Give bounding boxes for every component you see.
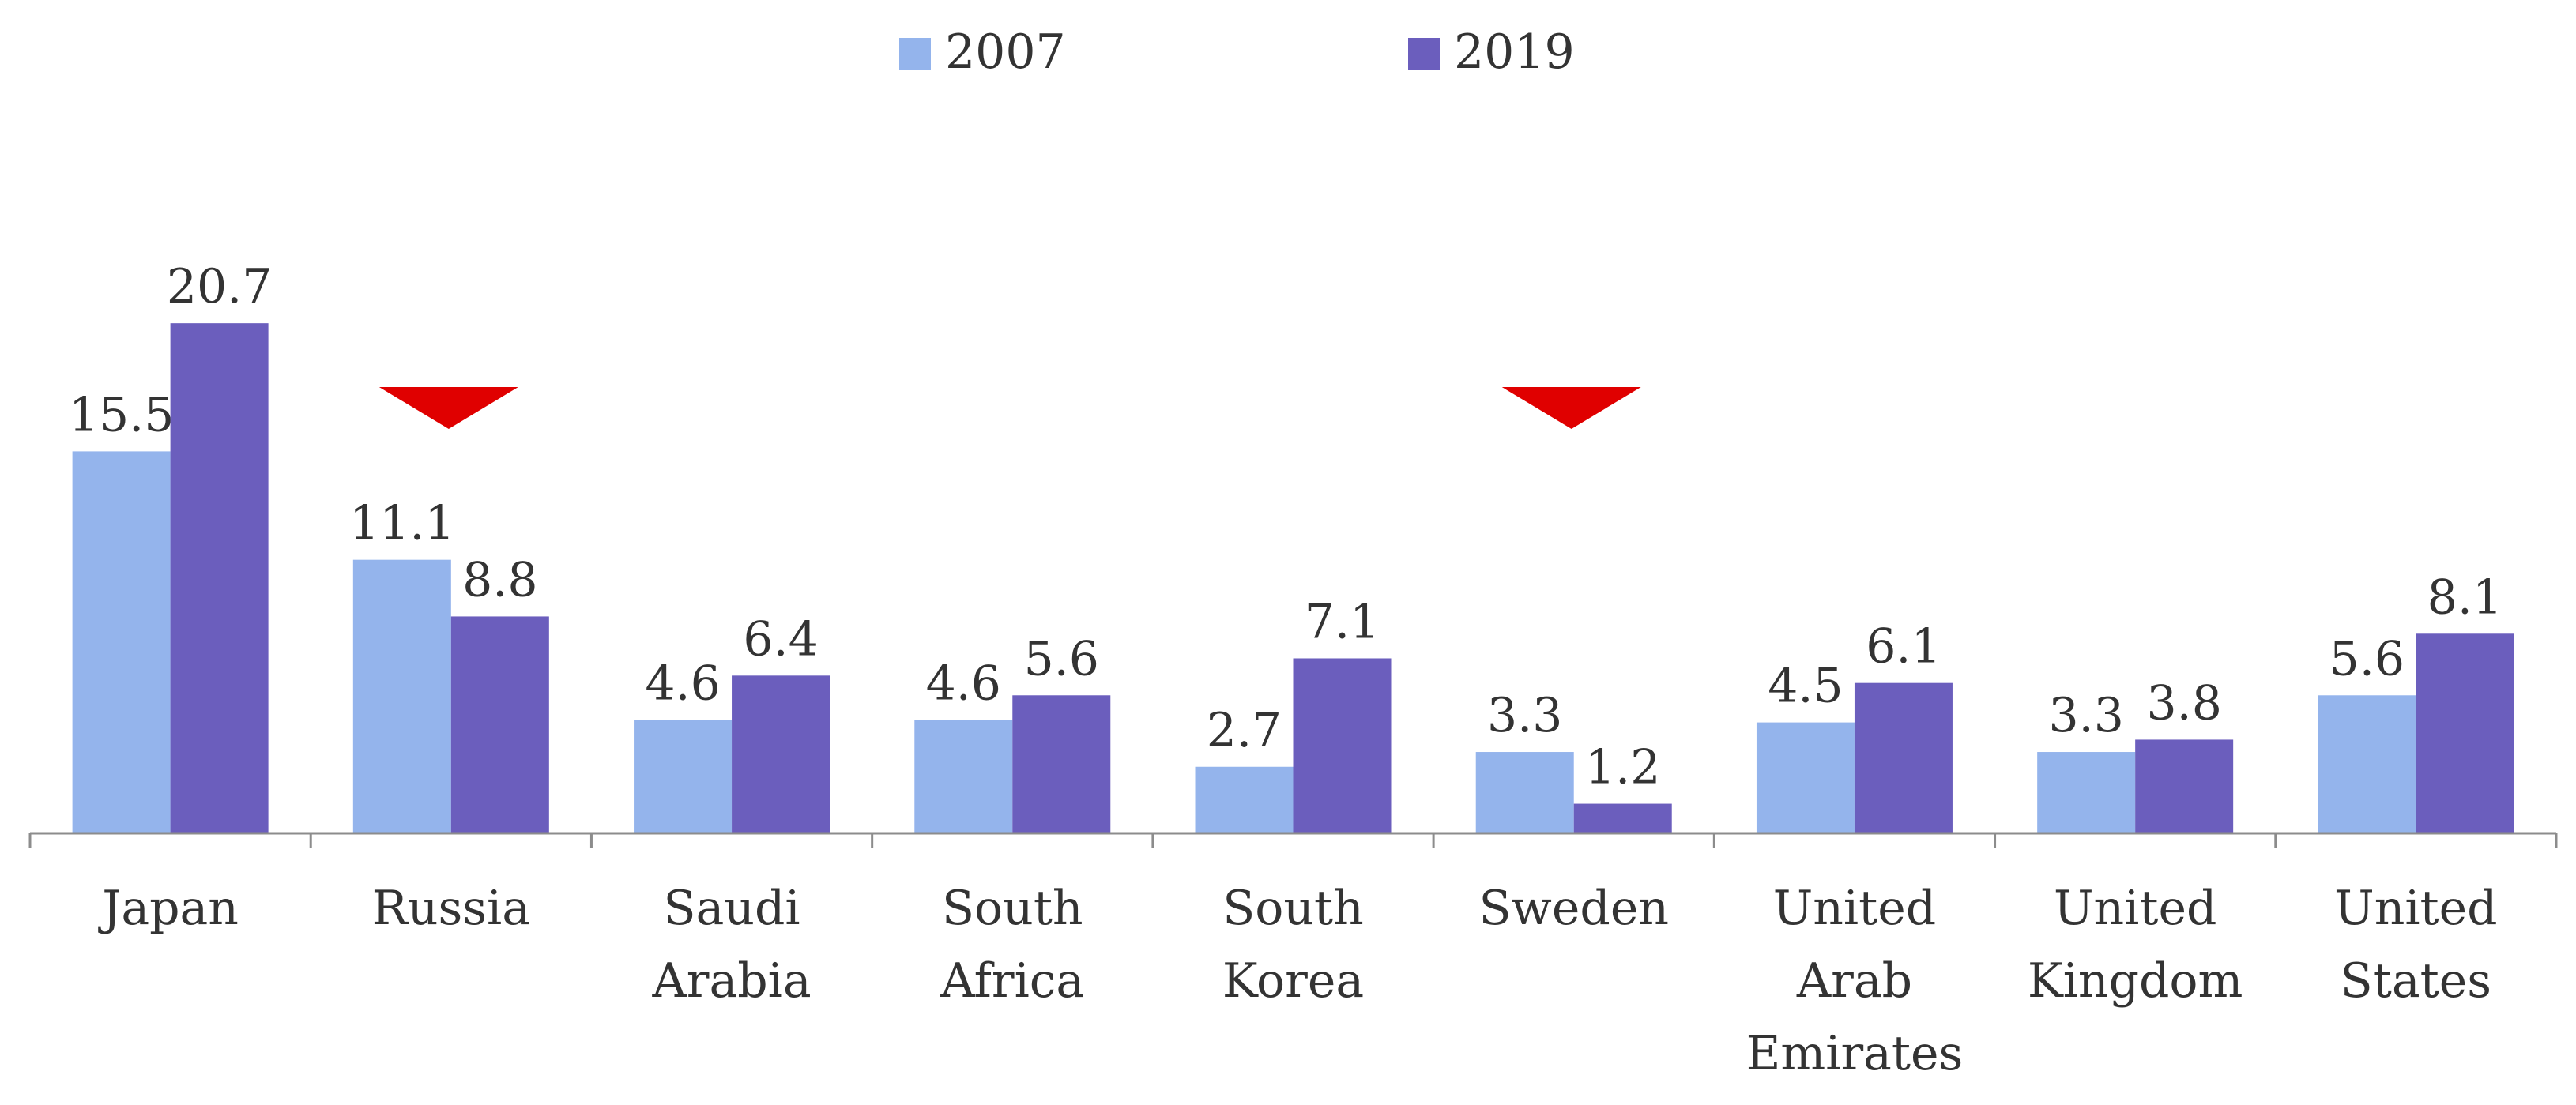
down-triangle-marker-1 [1501, 387, 1641, 429]
data-label-2007-4: 2.7 [1207, 703, 1282, 758]
bar-2019-6 [1854, 682, 1953, 833]
x-tick-label-1-0: Russia [372, 881, 530, 936]
data-label-2007-5: 3.3 [1487, 688, 1562, 743]
bar-2007-8 [2318, 695, 2416, 833]
x-tick-label-8-1: States [2341, 953, 2491, 1009]
data-label-2019-1: 8.8 [462, 552, 537, 607]
data-label-2007-8: 5.6 [2329, 631, 2405, 686]
bar-2019-7 [2135, 739, 2234, 833]
legend-label-2007: 2007 [945, 24, 1066, 80]
bar-2019-4 [1293, 658, 1392, 833]
x-tick-label-7-1: Kingdom [2028, 953, 2243, 1009]
data-label-2019-7: 3.8 [2146, 675, 2221, 731]
x-tick-label-3-1: Africa [940, 953, 1084, 1009]
data-label-2019-5: 1.2 [1585, 740, 1660, 795]
bar-2019-3 [1012, 695, 1111, 833]
bar-2007-6 [1756, 722, 1855, 833]
data-label-2019-2: 6.4 [743, 611, 818, 667]
x-tick-label-6-1: Arab [1796, 953, 1912, 1009]
bar-2007-0 [72, 451, 171, 833]
bar-2019-5 [1573, 803, 1672, 833]
bar-2019-2 [732, 675, 830, 833]
data-label-2019-0: 20.7 [167, 259, 273, 314]
x-tick-label-5-0: Sweden [1478, 881, 1669, 936]
data-label-2019-6: 6.1 [1866, 619, 1941, 675]
legend-label-2019: 2019 [1454, 24, 1575, 80]
x-tick-label-8-0: United [2334, 881, 2497, 936]
legend-swatch-2007 [899, 38, 931, 70]
data-label-2007-1: 11.1 [349, 496, 455, 551]
data-label-2007-2: 4.6 [645, 656, 720, 711]
bar-2019-8 [2416, 633, 2514, 833]
bar-2007-3 [914, 720, 1013, 833]
x-tick-label-2-1: Arabia [651, 953, 811, 1009]
data-label-2019-4: 7.1 [1305, 594, 1380, 649]
x-tick-label-6-2: Emirates [1746, 1026, 1964, 1081]
data-label-2019-3: 5.6 [1024, 631, 1099, 686]
down-triangle-marker-0 [378, 387, 518, 429]
x-tick-label-6-0: United [1773, 881, 1936, 936]
data-label-2007-6: 4.5 [1768, 659, 1843, 714]
x-tick-label-7-0: United [2054, 881, 2216, 936]
bar-2019-0 [170, 323, 269, 833]
x-tick-label-0-0: Japan [97, 881, 239, 936]
bar-2007-4 [1195, 766, 1294, 833]
bar-2007-1 [352, 559, 451, 833]
data-label-2007-7: 3.3 [2048, 688, 2123, 743]
x-tick-label-3-0: South [942, 881, 1083, 936]
data-label-2019-8: 8.1 [2427, 569, 2503, 625]
x-tick-label-2-0: Saudi [663, 881, 800, 936]
data-label-2007-3: 4.6 [926, 656, 1001, 711]
data-label-2007-0: 15.5 [69, 387, 175, 442]
x-tick-label-4-0: South [1222, 881, 1364, 936]
bar-2019-1 [450, 616, 549, 833]
bar-2007-2 [634, 720, 733, 833]
legend-swatch-2019 [1408, 38, 1440, 70]
bar-2007-5 [1475, 752, 1574, 833]
x-tick-label-4-1: Korea [1222, 953, 1364, 1009]
bar-2007-7 [2037, 752, 2136, 833]
